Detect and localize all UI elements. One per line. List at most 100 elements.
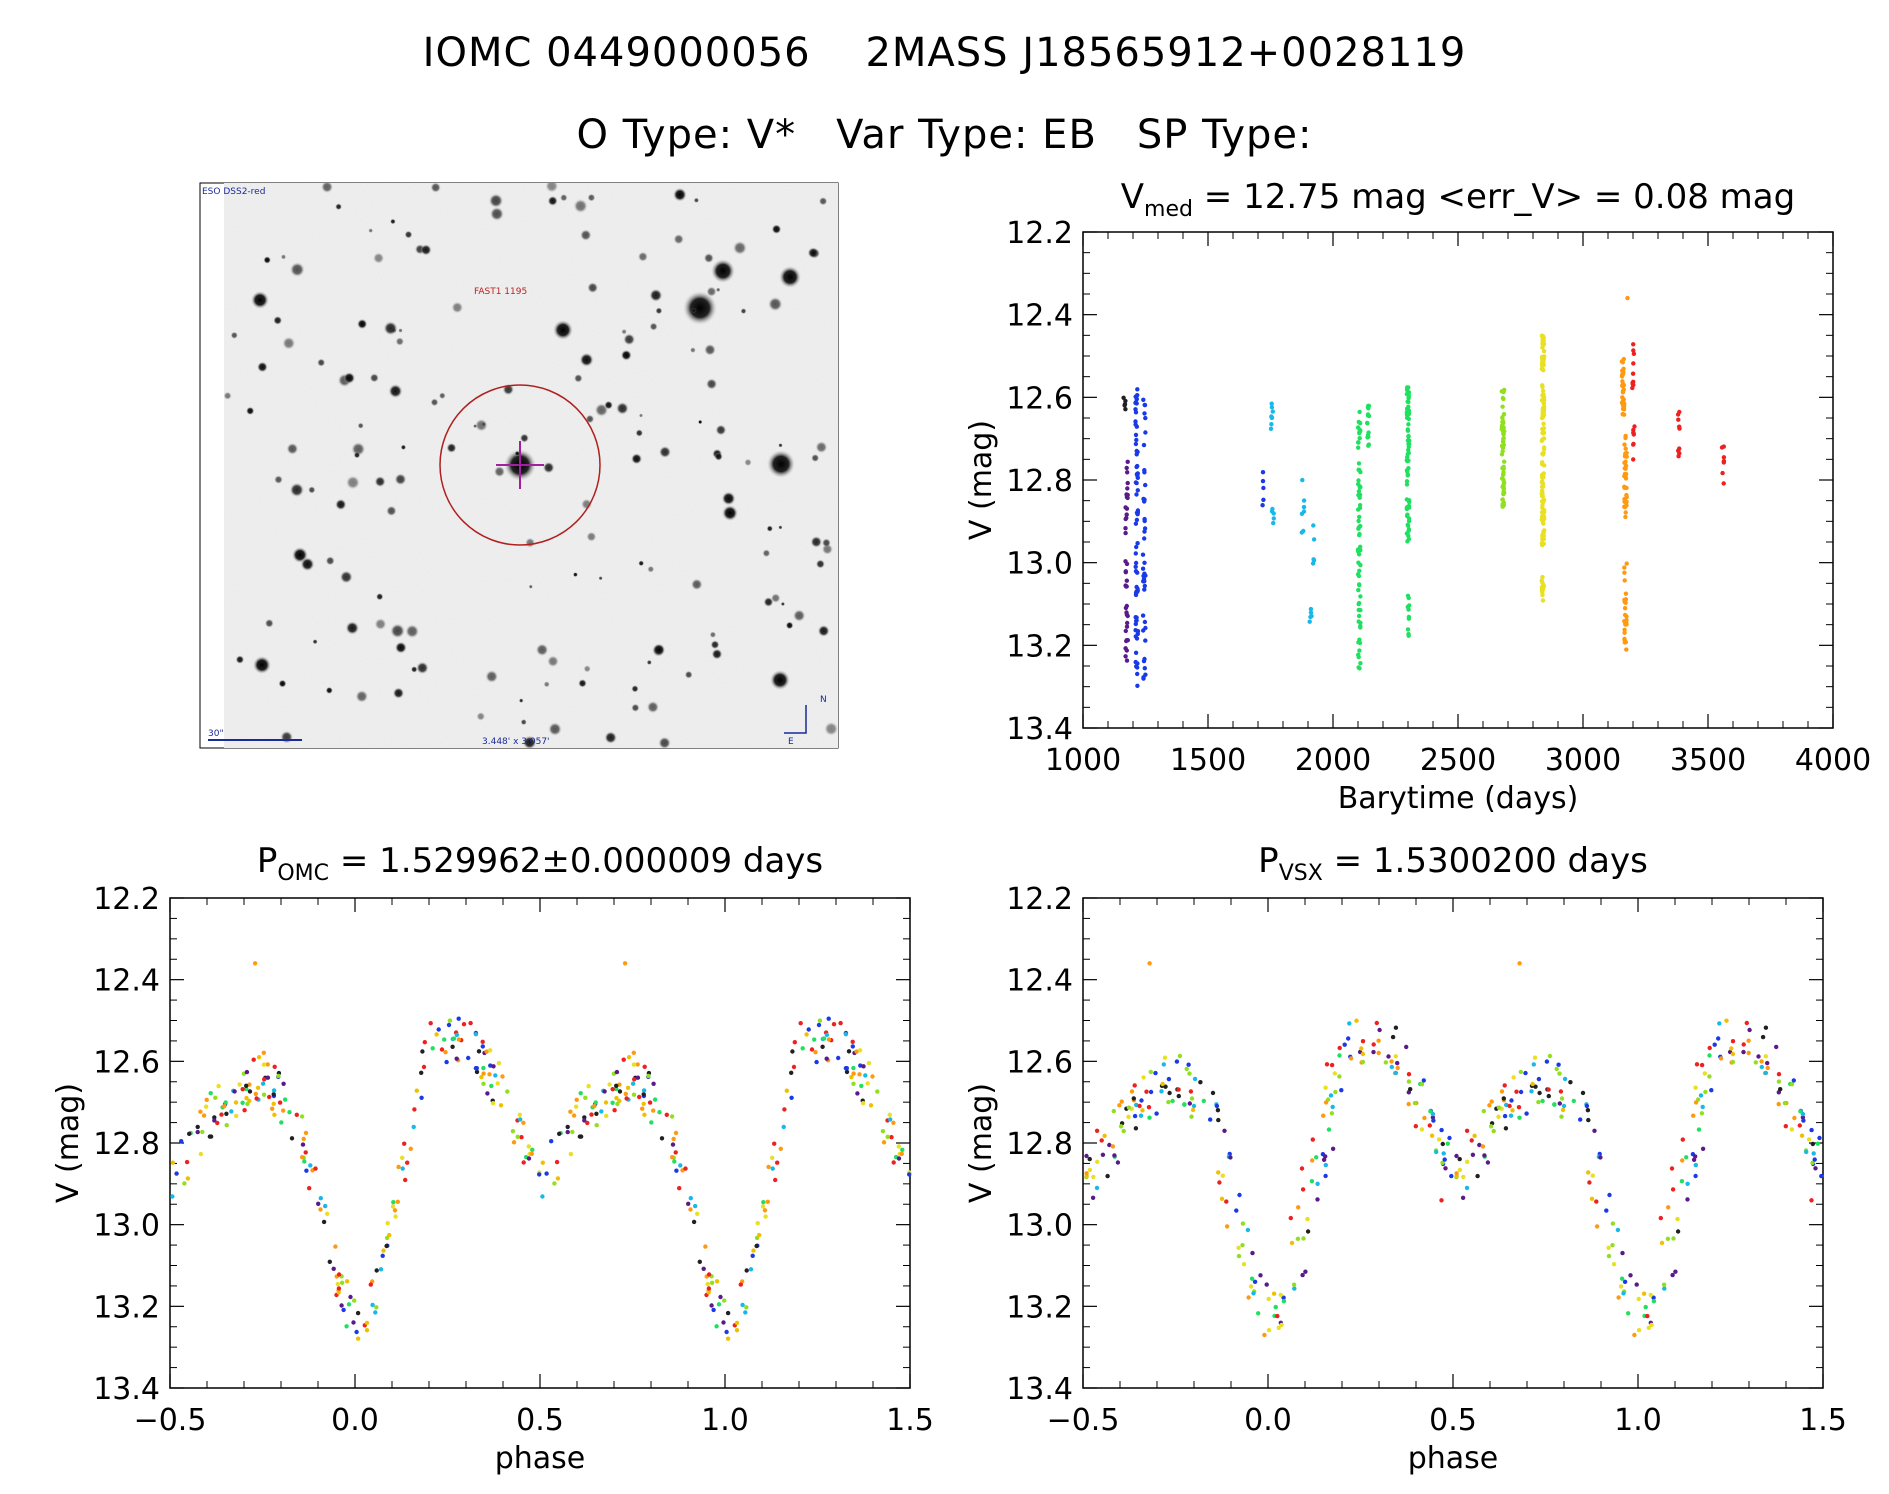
data-point (549, 1139, 554, 1144)
data-point (1481, 1108, 1487, 1114)
star (547, 655, 559, 668)
data-point (1405, 504, 1410, 510)
data-point (1620, 1250, 1625, 1256)
outlier-point (252, 961, 258, 966)
star (768, 296, 783, 312)
data-point (1634, 1282, 1639, 1287)
y-tick-label: 12.8 (93, 1127, 160, 1162)
data-point (1141, 442, 1147, 448)
data-point (1621, 403, 1627, 408)
star (224, 391, 232, 400)
star (715, 424, 727, 436)
data-point (447, 1018, 453, 1023)
star (446, 442, 457, 453)
data-point (1308, 610, 1314, 615)
star (638, 560, 645, 567)
star (300, 557, 315, 572)
star (520, 719, 527, 726)
data-point (1191, 1103, 1197, 1109)
data-point (1636, 1296, 1641, 1302)
data-point (1509, 1098, 1514, 1103)
data-point (1405, 539, 1410, 544)
star (488, 193, 504, 208)
data-point (272, 1112, 277, 1118)
data-point (485, 1091, 490, 1096)
data-point (481, 1071, 486, 1076)
data-point (1665, 1236, 1671, 1242)
data-point (223, 1100, 228, 1105)
data-point (1717, 1021, 1722, 1026)
data-point (244, 1086, 249, 1092)
data-point (1666, 1205, 1671, 1210)
star (623, 333, 636, 346)
star (583, 665, 591, 673)
data-point (1142, 583, 1148, 589)
data-point (1300, 1272, 1305, 1278)
data-point (1329, 1062, 1335, 1068)
star (621, 328, 627, 335)
star (386, 505, 397, 517)
data-point (1299, 1166, 1305, 1171)
data-point (875, 1089, 880, 1094)
star (714, 452, 723, 461)
data-point (1245, 1227, 1251, 1233)
data-point (373, 1310, 378, 1315)
data-point (1622, 442, 1627, 447)
data-point (1143, 430, 1148, 435)
data-point (1560, 1107, 1566, 1113)
data-point (594, 1123, 599, 1128)
data-point (1413, 1124, 1419, 1129)
star (573, 198, 588, 214)
data-point (253, 1091, 258, 1097)
data-point (1308, 614, 1313, 620)
data-point (318, 1207, 323, 1212)
data-point (1305, 1229, 1311, 1234)
data-point (1214, 1103, 1220, 1109)
data-point (678, 1163, 683, 1168)
phase-points (1084, 961, 1824, 1338)
data-point (1271, 520, 1276, 526)
data-point (245, 1101, 250, 1107)
data-point (1360, 1039, 1366, 1044)
star (282, 336, 296, 350)
data-point (740, 1302, 745, 1308)
star (646, 659, 652, 666)
data-point (1307, 619, 1312, 624)
data-point (229, 1109, 234, 1114)
data-point (1510, 1108, 1515, 1113)
data-point (646, 1073, 651, 1079)
star (578, 679, 587, 688)
data-point (1240, 1221, 1246, 1226)
data-point (849, 1074, 854, 1080)
data-point (1500, 497, 1505, 502)
title-main: P (1258, 841, 1279, 881)
data-point (1507, 1103, 1512, 1109)
data-point (170, 1160, 175, 1165)
data-point (1126, 1114, 1131, 1120)
data-point (826, 1037, 832, 1042)
data-point (1615, 1227, 1621, 1233)
star (658, 445, 672, 459)
data-point (1789, 1127, 1795, 1132)
data-point (1222, 1128, 1227, 1134)
star (357, 422, 364, 429)
data-point (1536, 1076, 1542, 1082)
data-point (1147, 1115, 1152, 1120)
star (620, 349, 632, 361)
data-point (1356, 461, 1362, 466)
data-point (1356, 481, 1361, 487)
data-point (1224, 1199, 1229, 1204)
data-point (1792, 1115, 1797, 1121)
data-point (631, 1062, 637, 1067)
data-point (1763, 1070, 1769, 1076)
data-point (500, 1074, 505, 1079)
data-point (565, 1129, 570, 1135)
data-point (1309, 1179, 1315, 1184)
data-point (392, 1208, 398, 1213)
star (580, 229, 592, 241)
data-point (568, 1151, 574, 1157)
data-point (261, 1062, 267, 1067)
data-point (1511, 1075, 1516, 1080)
data-point (782, 1107, 787, 1112)
